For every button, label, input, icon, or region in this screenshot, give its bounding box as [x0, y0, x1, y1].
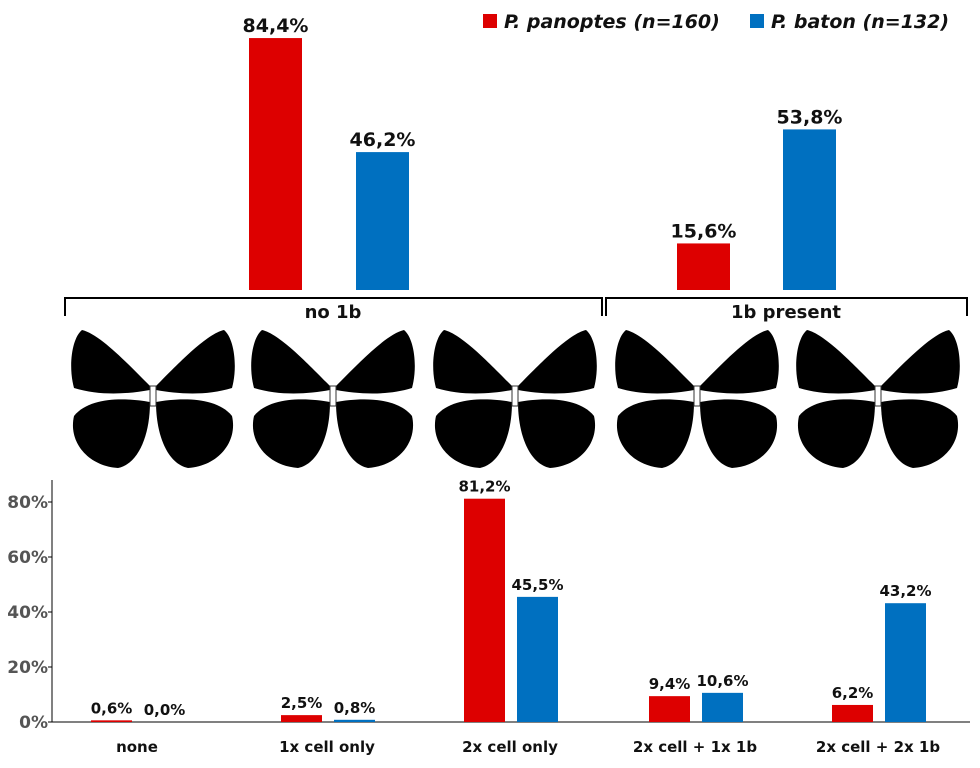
- value-label: 2,5%: [281, 694, 323, 712]
- group-label: 1b present: [731, 302, 841, 323]
- value-label: 0,8%: [334, 699, 376, 717]
- y-tick-label: 80%: [7, 493, 48, 513]
- value-label: 10,6%: [696, 672, 748, 690]
- wing-spots: [360, 368, 911, 384]
- legend-label: P. baton (n=132): [771, 11, 949, 33]
- x-tick-label: 2x cell only: [462, 738, 558, 756]
- group-bracket: [64, 297, 603, 316]
- bar: [91, 720, 132, 722]
- value-label: 53,8%: [777, 106, 843, 128]
- x-tick-label: none: [116, 738, 158, 756]
- value-label: 43,2%: [879, 582, 931, 600]
- value-label: 46,2%: [350, 129, 416, 151]
- x-tick-label: 2x cell + 1x 1b: [633, 738, 757, 756]
- legend-swatch: [483, 14, 497, 28]
- y-tick-label: 40%: [7, 603, 48, 623]
- x-tick-label: 1x cell only: [279, 738, 375, 756]
- y-tick-label: 20%: [7, 658, 48, 678]
- bar: [281, 715, 322, 722]
- value-label: 45,5%: [511, 576, 563, 594]
- bar: [702, 692, 743, 722]
- group-label: no 1b: [305, 302, 362, 323]
- value-label: 9,4%: [649, 675, 691, 693]
- butterfly-illustration: [433, 330, 597, 468]
- legend-swatch: [750, 14, 764, 28]
- legend-label: P. panoptes (n=160): [504, 11, 720, 33]
- bar: [677, 243, 730, 290]
- bar: [885, 603, 926, 722]
- value-label: 0,6%: [91, 699, 133, 717]
- value-label: 81,2%: [458, 478, 510, 496]
- y-tick-label: 0%: [19, 713, 48, 733]
- value-label: 84,4%: [243, 15, 309, 37]
- value-label: 0,0%: [144, 701, 186, 719]
- x-tick-label: 2x cell + 2x 1b: [816, 738, 940, 756]
- group-bracket: [605, 297, 968, 316]
- bar: [249, 38, 302, 290]
- bar: [649, 696, 690, 722]
- y-tick-label: 60%: [7, 548, 48, 568]
- butterflies: [71, 330, 960, 468]
- butterfly-illustration: [251, 330, 415, 468]
- butterfly-illustration: [615, 330, 779, 468]
- bar: [517, 596, 558, 722]
- butterfly-illustration: [796, 330, 960, 468]
- bar: [356, 152, 409, 290]
- butterfly-illustration: [71, 330, 235, 468]
- bar: [334, 719, 375, 722]
- bar: [832, 704, 873, 722]
- bar: [783, 129, 836, 290]
- value-label: 6,2%: [832, 684, 874, 702]
- bar: [464, 498, 505, 722]
- value-label: 15,6%: [671, 220, 737, 242]
